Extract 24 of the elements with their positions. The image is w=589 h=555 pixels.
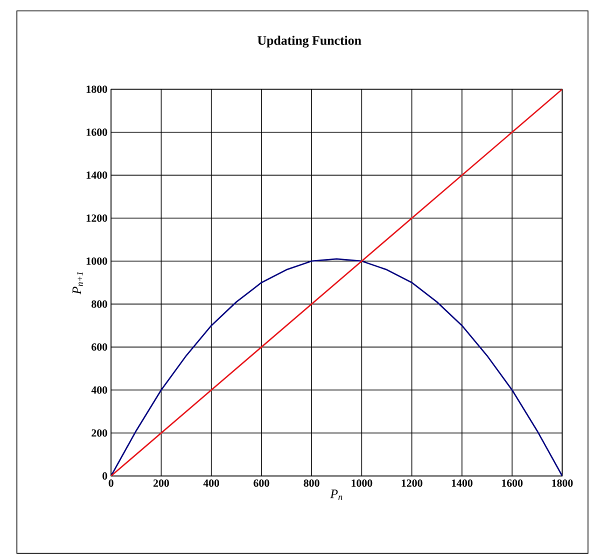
y-tick-label: 0 <box>102 472 108 480</box>
line-series <box>111 258 562 476</box>
x-tick-label: 1400 <box>452 479 472 487</box>
x-tick-label: 1800 <box>552 479 573 487</box>
y-tick-label: 1200 <box>86 214 108 222</box>
y-tick-label: 400 <box>91 386 108 394</box>
y-tick-label: 800 <box>92 300 108 308</box>
y-tick-label: 200 <box>92 429 108 437</box>
x-tick-label: 0 <box>108 479 114 487</box>
y-tick-label: 1800 <box>86 85 108 93</box>
x-tick-label: 800 <box>304 479 320 487</box>
x-tick-label: 400 <box>203 479 220 487</box>
y-tick-label: 1000 <box>86 257 108 265</box>
x-tick-label: 1200 <box>402 479 422 487</box>
y-axis-title: P$_{n+1}$ <box>72 272 83 294</box>
x-axis-title: P$_{n}$ <box>330 490 342 500</box>
chart-title: Updating Function <box>258 36 362 48</box>
y-tick-label: 1400 <box>86 171 108 179</box>
y-tick-label: 600 <box>92 343 108 351</box>
x-tick-label: 1000 <box>352 479 372 487</box>
x-tick-label: 200 <box>153 479 169 487</box>
x-tick-label: 600 <box>254 479 270 487</box>
x-tick-label: 1600 <box>502 479 523 487</box>
y-tick-label: 1600 <box>86 128 108 136</box>
